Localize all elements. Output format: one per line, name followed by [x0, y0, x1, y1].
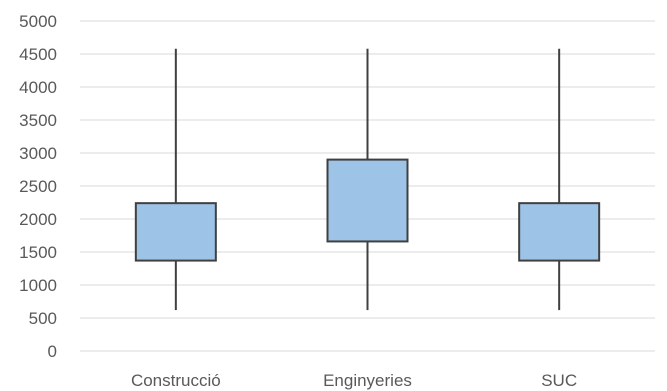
y-tick-label: 3500 — [19, 111, 57, 130]
y-tick-label: 1000 — [19, 276, 57, 295]
y-tick-label: 2000 — [19, 210, 57, 229]
y-tick-label: 2500 — [19, 177, 57, 196]
y-tick-label: 4000 — [19, 78, 57, 97]
y-tick-label: 5000 — [19, 12, 57, 31]
y-axis-tick-labels: 0 500 1000 1500 2000 2500 3000 3500 4000 4500 5000 — [19, 12, 57, 361]
y-tick-label: 1500 — [19, 243, 57, 262]
y-tick-label: 4500 — [19, 45, 57, 64]
y-tick-label: 0 — [48, 342, 57, 361]
boxes — [134, 48, 601, 311]
x-category-label: Enginyeries — [323, 371, 412, 390]
x-axis-category-labels: Construcció Enginyeries SUC — [131, 371, 577, 390]
y-tick-label: 3000 — [19, 144, 57, 163]
box — [134, 202, 217, 262]
box — [326, 158, 409, 243]
box — [518, 202, 601, 262]
y-tick-label: 500 — [29, 309, 57, 328]
x-category-label: SUC — [541, 371, 577, 390]
x-category-label: Construcció — [131, 371, 221, 390]
